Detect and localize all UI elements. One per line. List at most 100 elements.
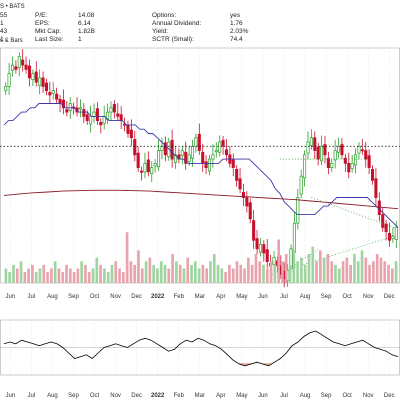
volume-bar bbox=[303, 264, 307, 283]
header-fragment-second: s & Bars bbox=[0, 38, 23, 44]
x-tick-label-bottom: Apr bbox=[216, 393, 225, 399]
ma-short-line bbox=[3, 103, 399, 228]
volume-bar bbox=[243, 268, 246, 283]
candle-body bbox=[102, 116, 106, 124]
volume-bar bbox=[87, 272, 91, 283]
stat-value-options: yes bbox=[230, 12, 241, 19]
x-tick-label-bottom: Jul bbox=[280, 393, 288, 399]
volume-bar bbox=[133, 264, 137, 283]
candle-body bbox=[306, 141, 310, 154]
candle-body bbox=[337, 145, 341, 153]
volume-bar bbox=[262, 264, 265, 283]
volume-bar bbox=[284, 254, 288, 283]
volume-bar bbox=[106, 272, 110, 283]
x-tick-label: Nov bbox=[110, 294, 121, 300]
volume-bar bbox=[368, 264, 371, 283]
candle-body bbox=[387, 233, 392, 241]
header-fragment-top: S • BATS bbox=[0, 4, 25, 10]
candle-body bbox=[333, 150, 337, 161]
volume-bar bbox=[12, 264, 15, 283]
candle-body bbox=[204, 161, 208, 168]
candle-body bbox=[68, 103, 72, 111]
x-tick-label: Feb bbox=[174, 294, 185, 300]
volume-bars bbox=[4, 232, 398, 283]
candle-body bbox=[258, 244, 262, 253]
volume-bar bbox=[76, 268, 80, 283]
candle-body bbox=[7, 73, 11, 87]
volume-bar bbox=[220, 268, 224, 283]
candle-body bbox=[360, 149, 364, 152]
x-tick-label: 2022 bbox=[151, 294, 165, 300]
candle-body bbox=[184, 151, 188, 164]
x-tick-label: Oct bbox=[90, 294, 100, 300]
volume-bar bbox=[163, 264, 167, 283]
candle-body bbox=[163, 142, 167, 156]
stat-label-yield: Yield: bbox=[152, 28, 168, 35]
candle-body bbox=[292, 222, 296, 253]
volume-bar bbox=[375, 254, 379, 283]
volume-bar bbox=[137, 250, 140, 283]
volume-bar bbox=[209, 261, 212, 283]
volume-bar bbox=[186, 257, 190, 283]
volume-bar bbox=[190, 264, 193, 283]
volume-bar bbox=[197, 268, 201, 283]
candle-body bbox=[41, 77, 45, 87]
volume-bar bbox=[99, 264, 102, 283]
candle-body bbox=[272, 257, 276, 265]
volume-bar bbox=[228, 264, 231, 283]
candle-body bbox=[384, 223, 388, 233]
volume-bar bbox=[250, 264, 254, 283]
candle-body bbox=[394, 227, 398, 240]
price-panel bbox=[0, 47, 400, 288]
volume-bar bbox=[235, 261, 239, 283]
volume-bar bbox=[148, 257, 152, 283]
candle-body bbox=[78, 107, 82, 110]
volume-bar bbox=[182, 268, 186, 283]
candle-body bbox=[143, 163, 147, 173]
candle-body bbox=[252, 220, 256, 241]
volume-bar bbox=[269, 261, 273, 283]
x-tick-label: May bbox=[236, 294, 247, 300]
volume-bar bbox=[334, 264, 337, 283]
oscillator-line bbox=[3, 330, 399, 367]
x-tick-label-bottom: Nov bbox=[110, 393, 121, 399]
x-tick-label-bottom: Aug bbox=[47, 393, 58, 399]
candle-body bbox=[354, 154, 358, 166]
x-tick-label: Dec bbox=[131, 294, 142, 300]
x-tick-label-bottom: Jun bbox=[258, 393, 268, 399]
candle-body bbox=[197, 133, 201, 151]
volume-bar bbox=[175, 261, 178, 283]
volume-bar bbox=[80, 261, 83, 283]
x-tick-label-bottom: Nov bbox=[363, 393, 374, 399]
candle-body bbox=[316, 146, 320, 160]
volume-bar bbox=[72, 272, 76, 283]
candle-body bbox=[61, 99, 65, 109]
volume-bar bbox=[349, 264, 352, 283]
candle-body bbox=[248, 202, 252, 220]
volume-bar bbox=[42, 264, 46, 283]
volume-bar bbox=[281, 261, 284, 283]
candle-body bbox=[95, 108, 99, 121]
candle-body bbox=[82, 109, 86, 117]
x-tick-label-bottom: Aug bbox=[300, 393, 311, 399]
volume-bar bbox=[322, 257, 326, 283]
volume-bar bbox=[34, 272, 38, 283]
stat-value-eps: 6.14 bbox=[78, 20, 91, 27]
candle-body bbox=[238, 178, 242, 190]
candle-body bbox=[51, 90, 55, 94]
candle-body bbox=[207, 158, 212, 172]
candle-body bbox=[255, 238, 259, 250]
candle-body bbox=[31, 73, 35, 80]
candle-body bbox=[173, 154, 178, 163]
x-tick-label: Dec bbox=[384, 294, 395, 300]
candle-body bbox=[126, 124, 130, 134]
candle-body bbox=[374, 178, 378, 198]
candle-body bbox=[231, 159, 235, 168]
x-tick-label: Sep bbox=[68, 294, 79, 300]
candle-body bbox=[34, 71, 38, 83]
candle-body bbox=[190, 145, 195, 159]
candle-body bbox=[265, 249, 269, 262]
stat-label-lastsize: Last Size: bbox=[35, 36, 64, 43]
candle-body bbox=[112, 104, 116, 113]
x-tick-label: Aug bbox=[47, 294, 58, 300]
